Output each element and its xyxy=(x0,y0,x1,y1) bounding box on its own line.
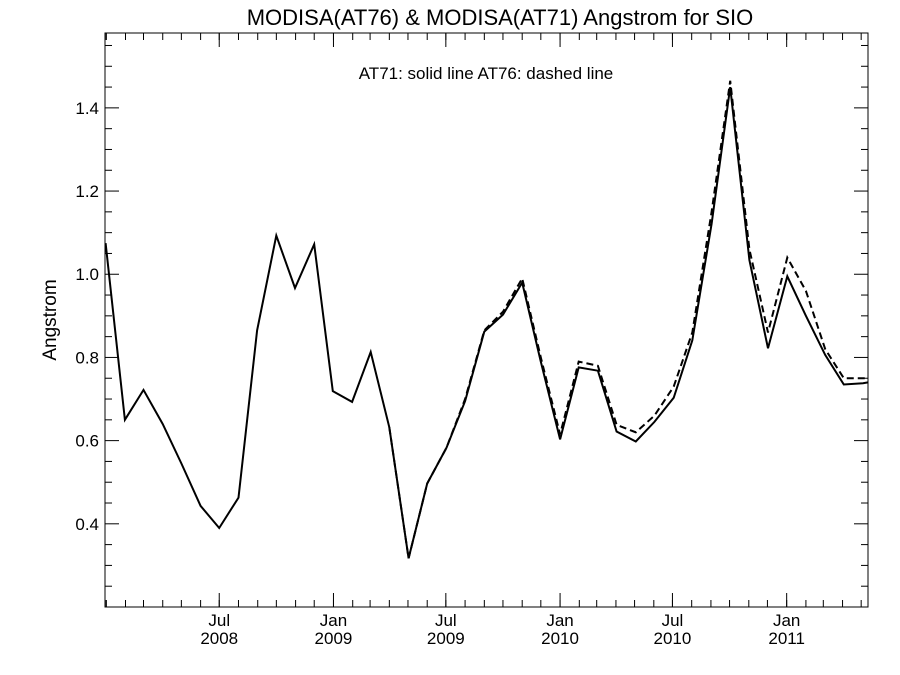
y-tick-label: 0.6 xyxy=(75,432,99,451)
x-tick-month-label: Jan xyxy=(546,611,573,630)
y-tick-label: 0.4 xyxy=(75,515,99,534)
x-tick-month-label: Jul xyxy=(662,611,684,630)
x-tick-year-label: 2009 xyxy=(315,629,353,648)
y-axis-label: Angstrom xyxy=(40,279,61,360)
x-tick-month-label: Jul xyxy=(435,611,457,630)
chart-title: MODISA(AT76) & MODISA(AT71) Angstrom for… xyxy=(247,5,754,30)
series-line-at76-dashed xyxy=(388,80,868,559)
x-tick-year-label: 2010 xyxy=(541,629,579,648)
series-lines xyxy=(104,80,869,559)
line-style-annotation: AT71: solid line AT76: dashed line xyxy=(359,64,614,83)
plot-frame xyxy=(104,32,869,608)
x-tick-year-label: 2009 xyxy=(427,629,465,648)
x-tick-year-label: 2011 xyxy=(768,629,805,648)
x-tick-month-label: Jan xyxy=(773,611,800,630)
y-tick-label: 1.2 xyxy=(75,182,99,201)
y-tick-label: 1.0 xyxy=(75,265,99,284)
y-tick-label: 1.4 xyxy=(75,99,99,118)
x-tick-month-label: Jan xyxy=(320,611,347,630)
axis-tick-labels: 0.40.60.81.01.21.4Jul2008Jan2009Jul2009J… xyxy=(75,99,805,648)
x-tick-year-label: 2010 xyxy=(654,629,692,648)
y-tick-label: 0.8 xyxy=(75,348,99,367)
x-tick-month-label: Jul xyxy=(208,611,230,630)
series-line-at71-solid xyxy=(104,86,869,559)
x-tick-year-label: 2008 xyxy=(200,629,238,648)
axis-ticks xyxy=(105,33,868,608)
